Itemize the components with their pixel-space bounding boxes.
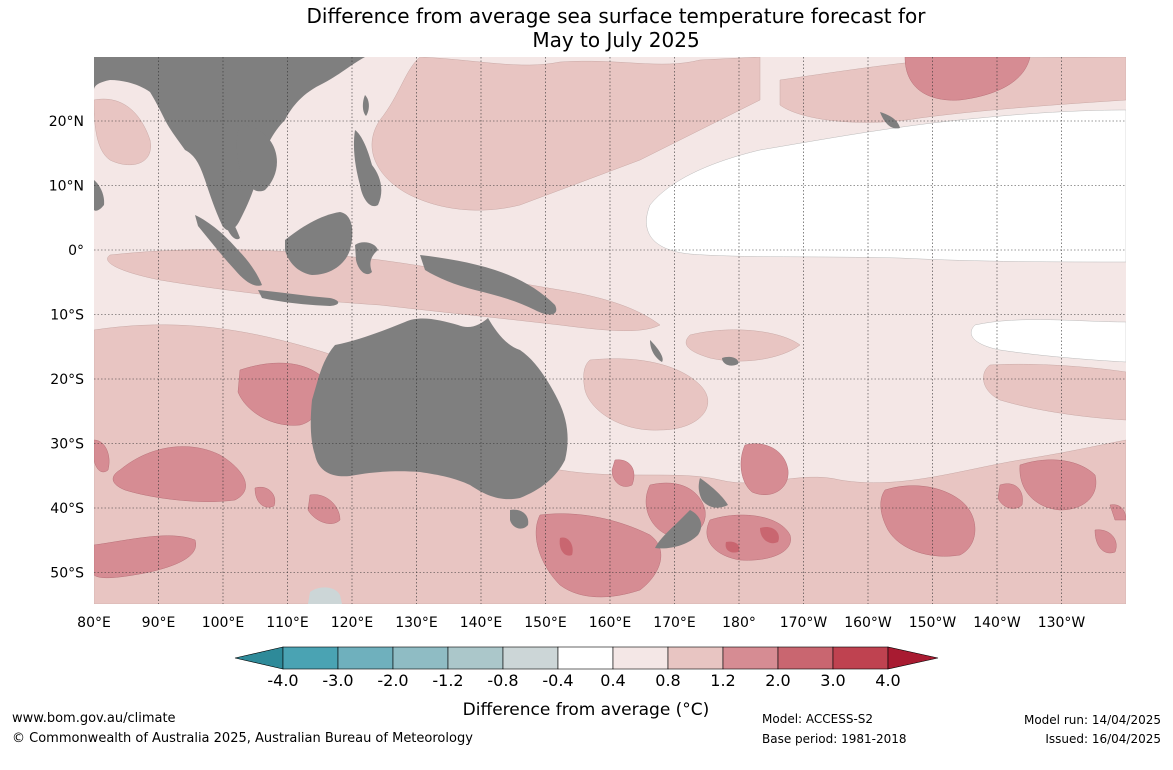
indochina-peninsula [236,125,277,192]
longitude-label: 120°E [331,615,374,631]
colorbar-swatch [557,646,614,670]
longitude-label: 150°E [524,615,567,631]
colorbar-tick-label: 0.8 [655,671,680,690]
colorbar-tick-label: -1.2 [432,671,463,690]
new-caledonia [650,340,663,362]
latitude-label: 20°N [49,114,84,130]
fiji [722,356,739,366]
graticule [94,57,1126,604]
java [258,290,339,306]
borneo [285,212,353,275]
anomaly-2.0-3.0 [559,526,779,556]
colorbar-swatch [722,646,779,670]
longitude-label: 80°E [77,615,111,631]
longitude-label: 170°W [780,615,828,631]
issued-date: Issued: 16/04/2025 [1045,732,1161,746]
latitude-label: 20°S [50,372,84,388]
longitude-label: 110°E [266,615,309,631]
colorbar-max-extend [887,646,939,670]
longitude-label: 160°W [844,615,892,631]
colorbar-swatch [447,646,504,670]
colorbar-label: Difference from average (°C) [463,700,710,720]
longitude-label: 90°E [142,615,176,631]
longitude-label: 150°W [909,615,957,631]
colorbar-tick-label: 3.0 [820,671,845,690]
latitude-label: 0° [68,243,84,259]
longitude-label: 100°E [202,615,245,631]
longitude-label: 160°E [589,615,632,631]
longitude-label: 140°W [973,615,1021,631]
colorbar-swatch [667,646,724,670]
taiwan [362,95,369,116]
asia-mainland [94,57,365,231]
base-period: Base period: 1981-2018 [762,732,907,746]
latitude-label: 10°N [49,179,84,195]
colorbar-swatch [392,646,449,670]
colorbar-swatch [282,646,339,670]
model-name: Model: ACCESS-S2 [762,712,874,726]
title-line-1: Difference from average sea surface temp… [306,4,926,28]
india-tip [94,180,105,211]
colorbar-tick-label: -0.4 [542,671,573,690]
australia [310,318,568,500]
tasmania [510,509,529,529]
longitude-label: 130°W [1038,615,1086,631]
colorbar-tick-label: -2.0 [377,671,408,690]
longitude-labels: 80°E 90°E 100°E 110°E 120°E 130°E 140°E 150°E 16… [77,615,1085,631]
colorbar: -4.0 -3.0 -2.0 -1.2 -0.8 -0.4 0.4 0.8 1.2 2.0 3.0 4… [234,646,939,690]
sumatra [195,215,262,286]
colorbar-min-extend [234,646,284,670]
colorbar-tick-label: -0.8 [487,671,518,690]
colorbar-swatch [502,646,559,670]
latitude-label: 10°S [50,308,84,324]
cool-anomaly-patch [308,587,342,604]
copyright-text: © Commonwealth of Australia 2025, Austra… [12,731,473,746]
colorbar-swatch [612,646,669,670]
map-area [94,57,1126,604]
colorbar-tick-label: 0.4 [600,671,625,690]
malay-peninsula [222,205,240,240]
central-pacific-neutral-zone [646,109,1126,263]
colorbar-tick-label: 2.0 [765,671,790,690]
latitude-label: 30°S [50,437,84,453]
colorbar-tick-label: 4.0 [875,671,900,690]
title-line-2: May to July 2025 [532,28,700,52]
colorbar-tick-label: -3.0 [322,671,353,690]
longitude-label: 130°E [395,615,438,631]
model-run-date: Model run: 14/04/2025 [1023,713,1161,727]
new-guinea [420,255,557,315]
website-link[interactable]: www.bom.gov.au/climate [12,711,176,726]
colorbar-tick-label: 1.2 [710,671,735,690]
colorbar-tick-label: -4.0 [267,671,298,690]
southeast-pacific-neutral-zone [970,319,1126,363]
latitude-label: 50°S [50,566,84,582]
colorbar-swatch [337,646,394,670]
colorbar-swatch [777,646,834,670]
longitude-label: 140°E [460,615,503,631]
longitude-label: 180° [722,615,756,631]
longitude-label: 170°E [653,615,696,631]
new-zealand-north [698,478,728,508]
hawaii [880,112,900,129]
philippines [353,130,382,207]
map-title: Difference from average sea surface temp… [0,4,1173,52]
colorbar-swatch [832,646,889,670]
latitude-labels: 20°N 10°N 0° 10°S 20°S 30°S 40°S 50°S [49,114,84,582]
latitude-label: 40°S [50,501,84,517]
new-zealand-south [655,510,702,549]
